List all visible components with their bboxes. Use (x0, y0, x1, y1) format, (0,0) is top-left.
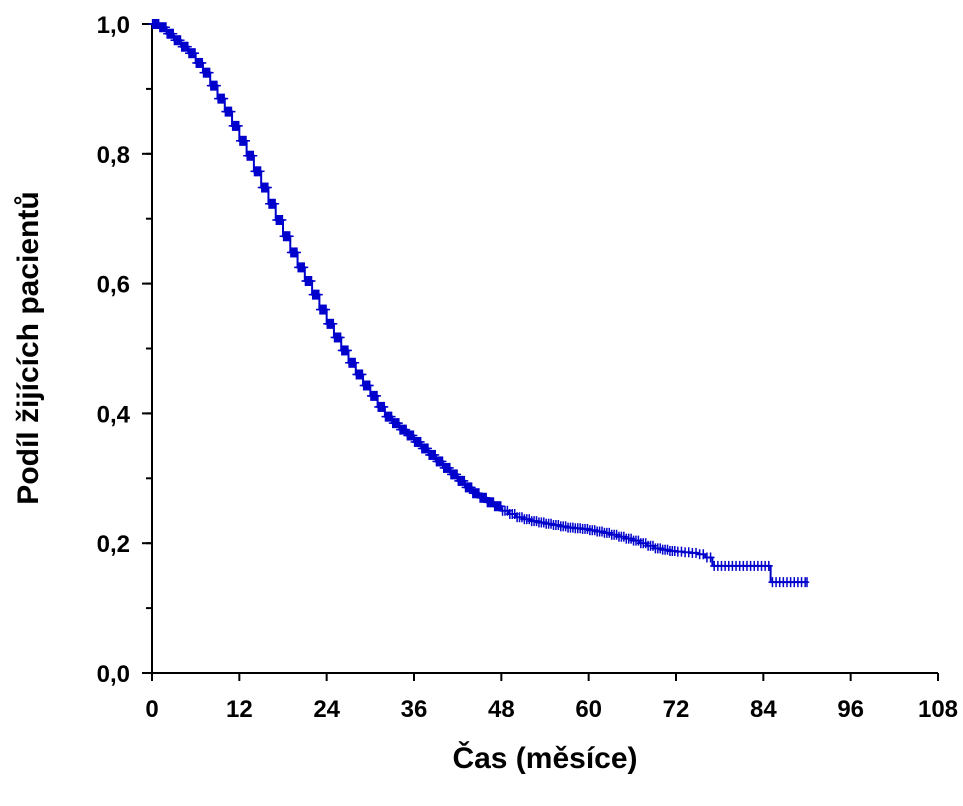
x-tick-label: 72 (663, 696, 690, 723)
y-tick-label: 0,4 (97, 401, 131, 428)
axes (151, 24, 938, 674)
y-tick-label: 0,2 (97, 531, 130, 558)
y-tick-label: 0,6 (97, 272, 130, 299)
x-tick-label: 108 (918, 696, 958, 723)
x-tick-label: 36 (401, 696, 428, 723)
x-tick-label: 12 (226, 696, 253, 723)
x-tick-label: 48 (488, 696, 515, 723)
y-tick-label: 0,8 (97, 142, 130, 169)
x-tick-label: 24 (313, 696, 340, 723)
x-tick-label: 60 (575, 696, 602, 723)
ticks: 0 12 24 36 48 60 72 84 96 108 0,0 0,2 0,4 0,6 0,8 1,0 (97, 12, 958, 723)
x-tick-label: 84 (750, 696, 777, 723)
x-tick-label: 0 (145, 696, 158, 723)
x-axis-title: Čas (měsíce) (452, 741, 637, 775)
y-tick-label: 1,0 (97, 12, 130, 39)
x-tick-label: 96 (837, 696, 864, 723)
y-axis-title: Podíl žijících pacientů (12, 191, 45, 504)
plot-area (148, 19, 810, 588)
y-tick-label: 0,0 (97, 661, 130, 688)
